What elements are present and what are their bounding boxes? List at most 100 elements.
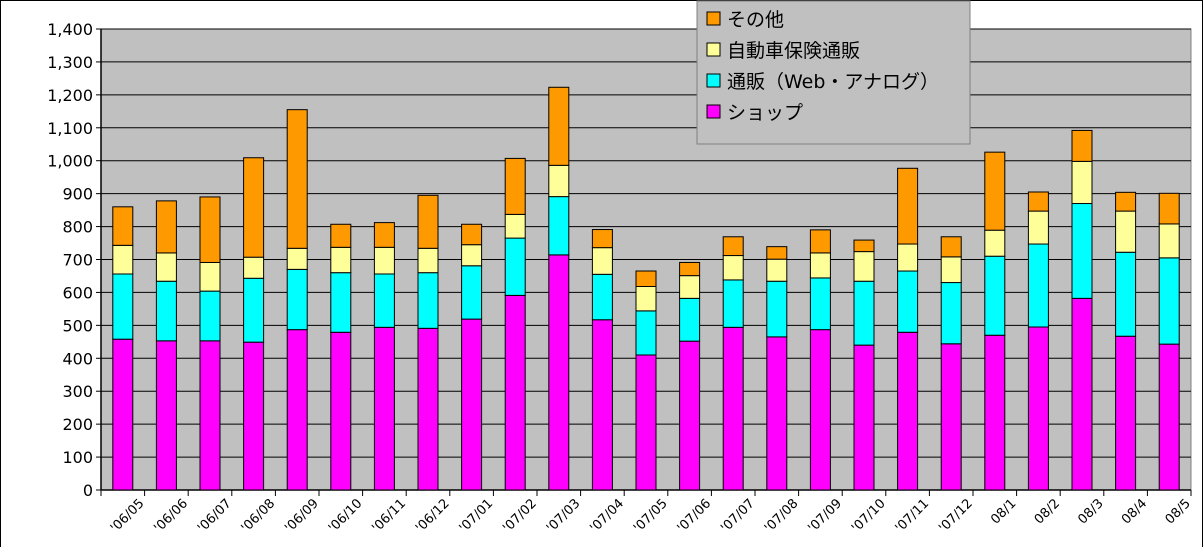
bar-segment-2 [679,297,701,342]
bar-segment-2 [940,282,962,345]
bar-segment-3 [940,256,962,284]
bar-segment-2 [809,277,831,331]
bar-segment-2 [1027,243,1049,328]
bar-segment-3 [809,252,831,279]
bar-segment-3 [1027,210,1049,245]
legend-label: 自動車保険通販 [727,40,860,62]
bar-segment-3 [461,244,483,267]
bar-segment-2 [766,280,788,338]
bar-segment-4 [679,261,701,277]
legend-label: ショップ [727,102,803,124]
bar-segment-1 [809,329,831,491]
bar-segment-3 [286,247,308,270]
bar-segment-3 [504,213,526,239]
bar-segment-2 [897,270,919,333]
bar-segment-2 [373,273,395,328]
bar-segment-4 [809,229,831,254]
y-tick-label: 500 [62,316,93,335]
bar-segment-1 [679,340,701,491]
y-tick-label: 100 [62,448,93,467]
bar-segment-4 [940,236,962,258]
bar-segment-4 [286,109,308,249]
bar-segment-1 [504,294,526,491]
y-tick-label: 1,100 [47,119,93,138]
bar-segment-2 [1158,257,1180,345]
bar-segment-1 [461,318,483,491]
bar-segment-4 [722,236,744,257]
bar-segment-4 [373,222,395,248]
bar-segment-3 [679,275,701,299]
bar-segment-3 [1115,210,1137,253]
bar-segment-4 [853,239,875,253]
y-tick-label: 700 [62,251,93,270]
legend-swatch [706,11,721,26]
bar-segment-3 [373,246,395,275]
bar-segment-2 [155,280,177,342]
bar-segment-4 [897,167,919,245]
legend-swatch [706,42,721,57]
bar-segment-3 [243,256,265,279]
bar-segment-3 [1071,160,1093,205]
bar-segment-1 [940,343,962,491]
bar-segment-2 [591,273,613,321]
bar-segment-3 [591,247,613,275]
legend-label: その他 [727,9,784,31]
bar-segment-2 [286,268,308,331]
bar-segment-2 [635,310,657,356]
legend-box [696,0,971,145]
bar-segment-4 [112,206,134,246]
bar-segment-1 [243,341,265,491]
bar-segment-1 [722,326,744,491]
bar-segment-1 [417,327,439,491]
bar-segment-4 [1158,192,1180,225]
bar-segment-3 [199,261,221,292]
bar-segment-1 [1115,335,1137,491]
bar-segment-4 [766,246,788,260]
bar-segment-2 [504,237,526,296]
bar-segment-1 [1158,343,1180,491]
bar-segment-2 [330,272,352,333]
bar-segment-4 [417,194,439,249]
bar-segment-2 [199,290,221,342]
y-tick-label: 800 [62,218,93,237]
bar-segment-4 [548,86,570,166]
y-tick-label: 400 [62,349,93,368]
bar-segment-4 [591,229,613,249]
bar-segment-2 [461,265,483,320]
bar-segment-1 [591,319,613,491]
bar-segment-3 [853,251,875,282]
bar-segment-3 [1158,223,1180,259]
bar-segment-3 [112,244,134,275]
bar-segment-1 [897,331,919,491]
bar-segment-2 [1115,251,1137,337]
legend-swatch [706,104,721,119]
bar-segment-4 [635,270,657,288]
bar-segment-4 [199,196,221,263]
bar-segment-1 [330,331,352,491]
y-tick-label: 900 [62,185,93,204]
bar-segment-2 [1071,203,1093,299]
bar-segment-1 [373,326,395,491]
bar-segment-3 [722,255,744,281]
bar-segment-1 [112,338,134,491]
bar-segment-2 [853,280,875,346]
bar-segment-1 [286,329,308,491]
bar-segment-2 [984,255,1006,336]
y-tick-label: 1,300 [47,53,93,72]
y-tick-label: 300 [62,382,93,401]
bar-segment-1 [853,344,875,491]
y-tick-label: 600 [62,283,93,302]
bar-segment-3 [548,164,570,198]
bar-segment-2 [548,196,570,256]
bar-segment-1 [199,340,221,491]
y-tick-label: 200 [62,415,93,434]
y-tick-label: 1,200 [47,86,93,105]
bar-segment-1 [155,340,177,491]
bar-segment-4 [1071,129,1093,162]
bar-segment-1 [1071,297,1093,491]
bar-segment-1 [548,254,570,491]
bar-segment-3 [897,243,919,272]
y-tick-label: 1,000 [47,152,93,171]
bar-segment-3 [330,246,352,274]
bar-segment-3 [984,229,1006,257]
